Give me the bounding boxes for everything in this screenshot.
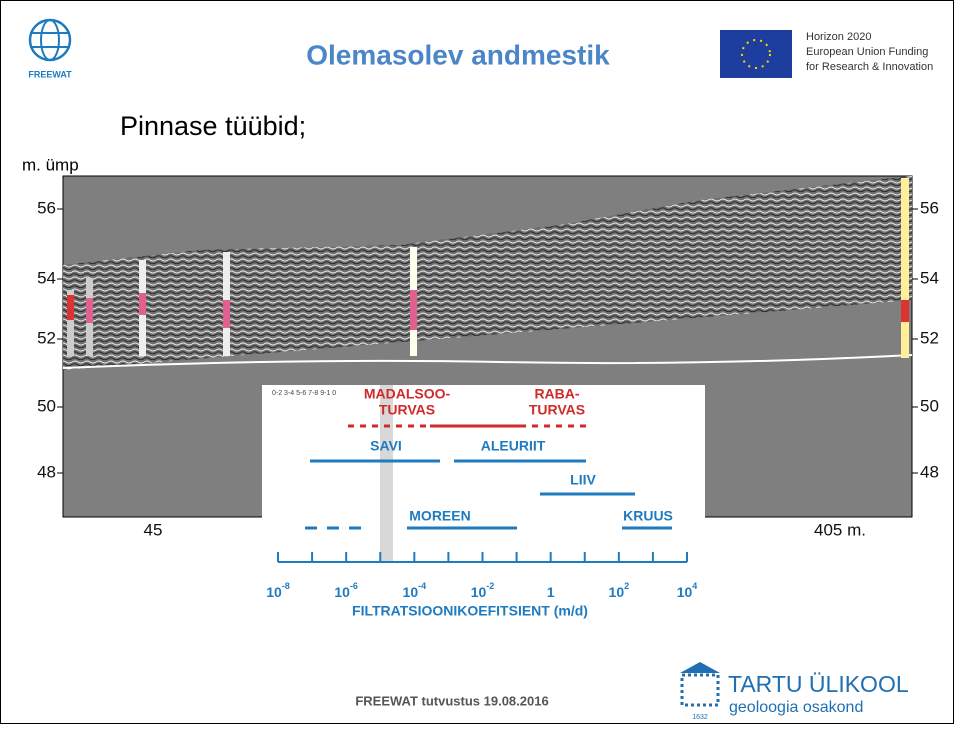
y-tick-right: 56 <box>920 198 939 217</box>
subtitle: Pinnase tüübid; <box>120 111 306 141</box>
range-label: SAVI <box>370 438 402 454</box>
k-tick-base: 1 <box>547 584 555 600</box>
y-tick-left: 50 <box>37 396 56 415</box>
body: {"header": {"logo_text": "FREEWAT", "tit… <box>0 0 954 724</box>
eu-text: for Research & Innovation <box>806 61 933 73</box>
y-tick-left: 56 <box>37 198 56 217</box>
y-tick-right: 48 <box>920 462 939 481</box>
k-tick-base: 10 <box>677 584 693 600</box>
freewat-logo: FREEWAT <box>28 20 72 79</box>
range-label: LIIV <box>570 472 596 488</box>
y-tick-left: 54 <box>37 268 56 287</box>
k-tick-base: 10 <box>334 584 350 600</box>
page: Slide body { margin: 0; width: 954px; he… <box>0 0 954 724</box>
university: TARTU ÜLIKOOL <box>728 671 909 697</box>
x-tick: 405 m. <box>814 520 866 539</box>
eu-flag <box>720 30 792 78</box>
title: Olemasolev andmestik <box>306 39 610 70</box>
x-tick: 45 <box>144 520 163 539</box>
y-axis-label: m. ümp <box>22 155 79 174</box>
ut-logo: 1632 <box>680 662 720 721</box>
department: geoloogia osakond <box>729 699 863 716</box>
y-tick-right: 50 <box>920 396 939 415</box>
k-tick-exp: -2 <box>486 581 494 591</box>
k-tick-base: 10 <box>471 584 487 600</box>
k-tick-base: 10 <box>609 584 625 600</box>
range-label: KRUUS <box>623 508 673 524</box>
k-tick-exp: -4 <box>418 581 426 591</box>
footer-text: FREEWAT tutvustus 19.08.2016 <box>355 693 548 708</box>
k-tick-base: 10 <box>266 584 282 600</box>
year: 1632 <box>692 714 708 721</box>
k-tick-exp: 2 <box>624 581 629 591</box>
eu-text: Horizon 2020 <box>806 31 871 43</box>
k-tick-base: 10 <box>403 584 419 600</box>
logo-text: FREEWAT <box>28 69 72 79</box>
scale-text: 0-2 3-4 5-6 7-8 9-1 0 <box>272 390 336 397</box>
y-tick-left: 52 <box>37 328 56 347</box>
range-label: TURVAS <box>379 402 435 418</box>
range-label: TURVAS <box>529 402 585 418</box>
eu-text: European Union Funding <box>806 46 928 58</box>
slide: FREEWAT Olemasolev andmestik Horizon 202… <box>0 0 954 724</box>
k-tick-exp: -8 <box>282 581 290 591</box>
range-label: MADALSOO- <box>364 386 451 402</box>
y-tick-right: 54 <box>920 268 939 287</box>
k-tick-exp: 4 <box>692 581 697 591</box>
k-axis-title: FILTRATSIOONIKOEFITSIENT (m/d) <box>352 603 588 619</box>
range-label: RABA- <box>534 386 579 402</box>
y-tick-left: 48 <box>37 462 56 481</box>
range-label: ALEURIIT <box>481 438 546 454</box>
k-tick-exp: -6 <box>350 581 358 591</box>
k-tick: 1 <box>547 584 555 600</box>
range-label: MOREEN <box>409 508 470 524</box>
y-tick-right: 52 <box>920 328 939 347</box>
